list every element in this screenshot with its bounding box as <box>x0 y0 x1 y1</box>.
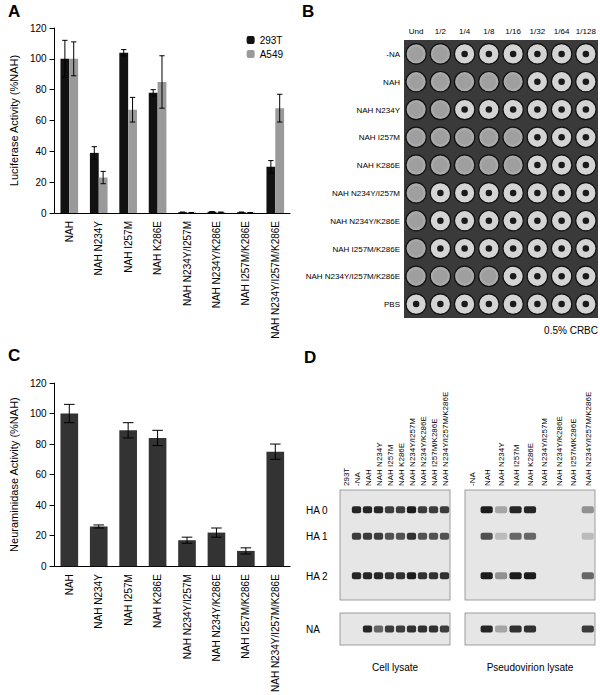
svg-text:NAH N234Y/I257M/K286E: NAH N234Y/I257M/K286E <box>306 272 400 281</box>
svg-text:NAH N234Y: NAH N234Y <box>356 106 400 115</box>
svg-text:NAH N234Y/K286E: NAH N234Y/K286E <box>211 574 222 662</box>
svg-text:120: 120 <box>30 23 47 34</box>
svg-text:NAH N234Y/I257M/K286E: NAH N234Y/I257M/K286E <box>270 221 281 339</box>
svg-text:NAH N234Y/K286E: NAH N234Y/K286E <box>330 217 400 226</box>
svg-text:NAH N234Y/I257M: NAH N234Y/I257M <box>182 221 193 306</box>
svg-text:293T: 293T <box>260 35 283 46</box>
svg-text:NAH N234Y: NAH N234Y <box>497 442 506 486</box>
svg-text:Und: Und <box>409 27 424 36</box>
svg-text:1/8: 1/8 <box>483 27 495 36</box>
svg-text:1/128: 1/128 <box>576 27 597 36</box>
svg-text:NAH I257M: NAH I257M <box>123 221 134 273</box>
html-text:D: D <box>304 348 317 367</box>
svg-text:Pseudovirion lysate: Pseudovirion lysate <box>487 662 574 673</box>
svg-text:NAH N234Y: NAH N234Y <box>93 574 104 629</box>
svg-text:NAH N234Y/K286E: NAH N234Y/K286E <box>211 221 222 309</box>
svg-text:1/4: 1/4 <box>459 27 471 36</box>
svg-text:1/32: 1/32 <box>530 27 546 36</box>
html-text:A: A <box>8 2 21 21</box>
svg-text:NAH K286E: NAH K286E <box>357 161 400 170</box>
svg-text:NAH: NAH <box>64 221 75 242</box>
svg-text:0: 0 <box>41 208 47 219</box>
svg-text:NAH I257M: NAH I257M <box>359 133 401 142</box>
svg-text:20: 20 <box>35 530 47 541</box>
svg-text:NAH I257M: NAH I257M <box>123 574 134 626</box>
svg-text:20: 20 <box>35 177 47 188</box>
svg-text:NAH N234Y: NAH N234Y <box>93 221 104 276</box>
svg-text:80: 80 <box>35 84 47 95</box>
svg-text:1/64: 1/64 <box>554 27 570 36</box>
svg-text:NAH N234Y/I257M: NAH N234Y/I257M <box>408 418 417 486</box>
svg-text:NAH K286E: NAH K286E <box>152 221 163 275</box>
svg-text:NAH: NAH <box>64 574 75 595</box>
svg-text:NAH N234Y/K286E: NAH N234Y/K286E <box>555 416 564 486</box>
html-text:B: B <box>302 2 315 21</box>
svg-text:40: 40 <box>35 500 47 511</box>
svg-text:NAH N234Y/I257M/K286E: NAH N234Y/I257M/K286E <box>441 392 450 486</box>
svg-text:NAH I257M: NAH I257M <box>386 444 395 486</box>
svg-text:100: 100 <box>30 408 47 419</box>
svg-text:NAH N234Y/I257M/K286E: NAH N234Y/I257M/K286E <box>584 392 593 486</box>
svg-text:60: 60 <box>35 469 47 480</box>
svg-text:-NA: -NA <box>468 472 477 486</box>
svg-text:NAH I257M/K286E: NAH I257M/K286E <box>240 574 251 659</box>
svg-text:1/2: 1/2 <box>435 27 447 36</box>
svg-text:NAH N234Y: NAH N234Y <box>375 442 384 486</box>
svg-text:Cell lysate: Cell lysate <box>372 662 419 673</box>
svg-text:0.5% CRBC: 0.5% CRBC <box>544 325 598 336</box>
svg-text:Neuraminidase Activity (%NAH): Neuraminidase Activity (%NAH) <box>8 397 20 552</box>
svg-text:NAH N234Y/K286E: NAH N234Y/K286E <box>419 416 428 486</box>
svg-text:NAH N234Y/I257M: NAH N234Y/I257M <box>182 574 193 659</box>
svg-text:HA 1: HA 1 <box>306 531 328 542</box>
svg-text:NAH: NAH <box>383 78 400 87</box>
svg-text:HA 0: HA 0 <box>306 505 328 516</box>
svg-text:NAH I257M/K286E: NAH I257M/K286E <box>240 221 251 306</box>
svg-text:NAH I257M: NAH I257M <box>512 444 521 486</box>
svg-text:NAH N234Y/I257M: NAH N234Y/I257M <box>332 189 400 198</box>
svg-text:120: 120 <box>30 378 47 389</box>
svg-text:NAH K286E: NAH K286E <box>152 574 163 628</box>
svg-text:-NA: -NA <box>386 50 400 59</box>
svg-text:40: 40 <box>35 146 47 157</box>
svg-text:NAH N234Y/I257M: NAH N234Y/I257M <box>540 418 549 486</box>
svg-text:NAH I257M/K286E: NAH I257M/K286E <box>430 418 439 486</box>
svg-text:0: 0 <box>41 561 47 572</box>
svg-text:NAH K286E: NAH K286E <box>397 443 406 486</box>
svg-text:293T: 293T <box>342 468 351 486</box>
svg-text:NAH K286E: NAH K286E <box>526 443 535 486</box>
svg-text:NAH I257M/K286E: NAH I257M/K286E <box>332 245 400 254</box>
svg-text:-NA: -NA <box>353 472 362 486</box>
svg-text:NA: NA <box>306 624 320 635</box>
svg-text:NAH I257M/K286E: NAH I257M/K286E <box>569 418 578 486</box>
svg-text:Luciferase Activity (%NAH): Luciferase Activity (%NAH) <box>8 55 20 186</box>
svg-text:HA 2: HA 2 <box>306 571 328 582</box>
svg-text:80: 80 <box>35 439 47 450</box>
svg-text:NAH: NAH <box>364 469 373 486</box>
svg-text:60: 60 <box>35 115 47 126</box>
svg-text:NAH N234Y/I257M/K286E: NAH N234Y/I257M/K286E <box>270 574 281 692</box>
svg-text:NAH: NAH <box>483 469 492 486</box>
svg-text:100: 100 <box>30 53 47 64</box>
html-text:C: C <box>8 346 21 365</box>
svg-text:PBS: PBS <box>384 300 400 309</box>
svg-text:A549: A549 <box>260 49 284 60</box>
svg-text:1/16: 1/16 <box>505 27 521 36</box>
